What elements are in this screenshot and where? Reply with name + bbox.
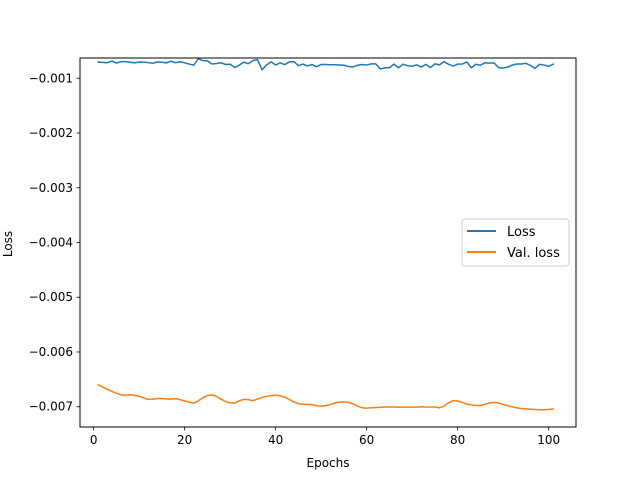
y-tick-label: −0.001: [29, 71, 73, 85]
x-tick-label: 40: [268, 433, 283, 447]
series-line-loss: [97, 57, 555, 71]
y-tick-label: −0.003: [29, 181, 73, 195]
x-tick-label: 60: [359, 433, 374, 447]
x-axis-label: Epochs: [307, 456, 350, 470]
x-axis-ticks: 0 20 40 60 80 100: [90, 427, 560, 447]
y-tick-label: −0.006: [29, 345, 73, 359]
x-tick-label: 20: [177, 433, 192, 447]
x-tick-label: 0: [90, 433, 98, 447]
legend-label-val-loss: Val. loss: [507, 246, 560, 261]
plot-lines: [97, 57, 555, 411]
legend-label-loss: Loss: [507, 225, 536, 240]
y-tick-label: −0.005: [29, 290, 73, 304]
axes-frame: [79, 57, 577, 428]
y-tick-label: −0.007: [29, 400, 73, 414]
y-axis-ticks: −0.007 −0.006 −0.005 −0.004 −0.003 −0.002 −0.0…: [29, 71, 80, 414]
x-tick-label: 100: [537, 433, 560, 447]
legend: Loss Val. loss: [461, 218, 570, 267]
x-tick-label: 80: [450, 433, 465, 447]
y-axis-label: Loss: [1, 231, 15, 257]
y-tick-label: −0.002: [29, 126, 73, 140]
y-tick-label: −0.004: [29, 236, 73, 250]
series-line-val-loss: [97, 383, 555, 411]
